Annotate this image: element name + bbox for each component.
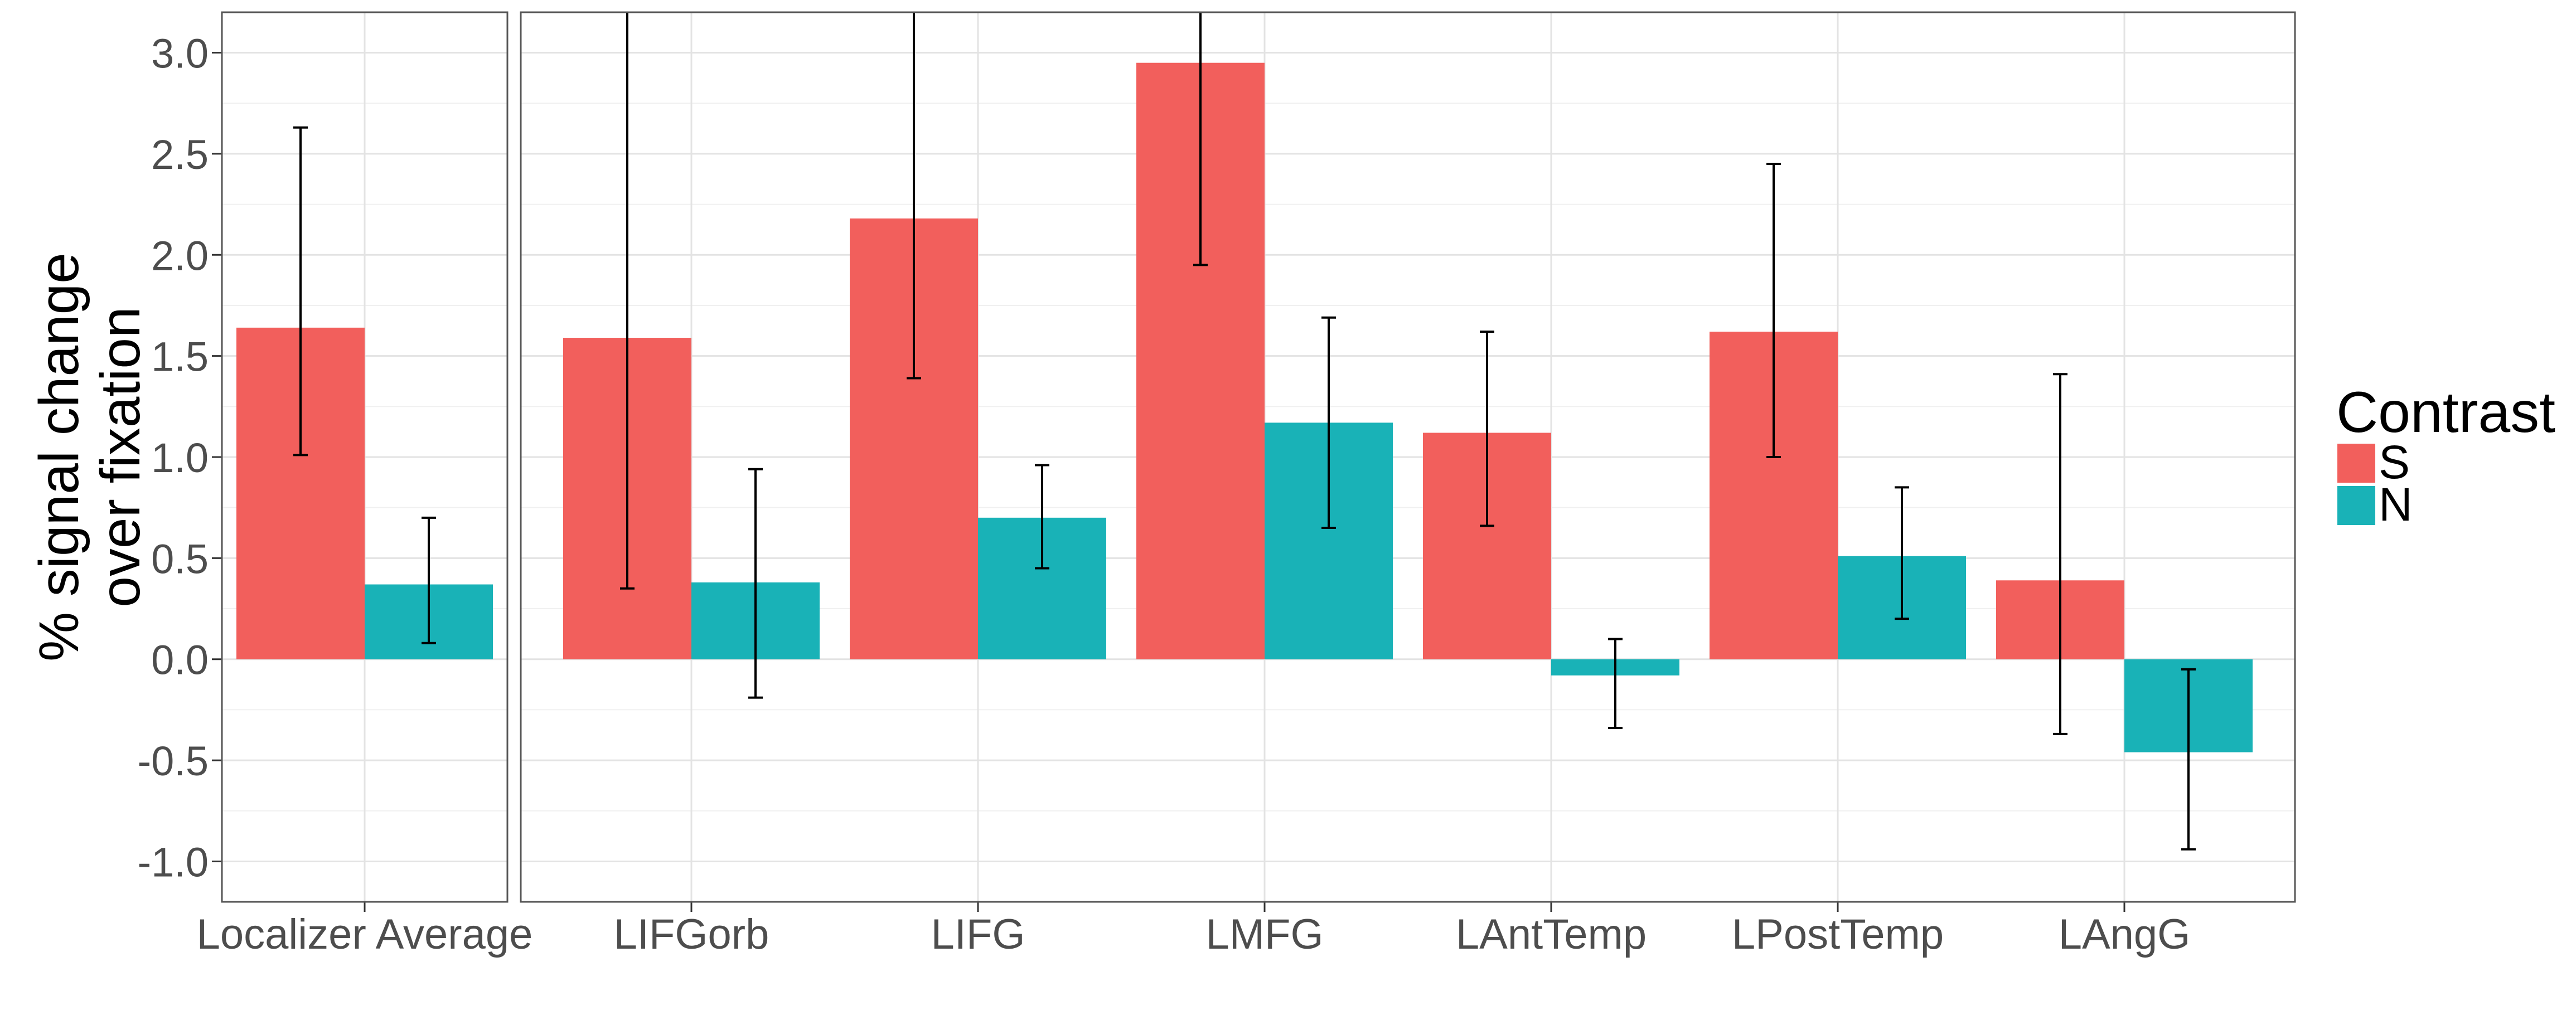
y-tick-label: 2.0: [151, 232, 209, 279]
y-tick-label: 2.5: [151, 132, 209, 178]
panel: Localizer Average: [197, 11, 533, 958]
error-bar-N: [1895, 486, 1909, 620]
error-bar-S: [907, 12, 921, 380]
panels: Localizer Average LIFGorb LIFG LMFG LAntTemp…: [197, 11, 2296, 958]
error-bar-N: [748, 468, 763, 699]
x-tick-label: LIFG: [931, 911, 1025, 958]
error-bar-N: [422, 516, 436, 644]
error-bar-N: [2181, 668, 2196, 851]
legend-title: Contrast: [2336, 380, 2555, 445]
x-tick-label: LAngG: [2059, 911, 2191, 958]
error-bar-S: [620, 12, 635, 590]
y-tick-label: -1.0: [137, 839, 209, 885]
y-tick-label: 3.0: [151, 31, 209, 77]
x-tick-label: LPostTemp: [1732, 911, 1944, 958]
y-axis-title-line: over fixation: [89, 307, 152, 607]
error-bar-N: [1321, 316, 1336, 529]
panel-border: [221, 11, 509, 903]
panel: LIFGorb LIFG LMFG LAntTemp LPostTemp LAngG: [520, 11, 2296, 958]
legend-label-S: S: [2379, 436, 2410, 488]
x-tick-label: LMFG: [1205, 911, 1323, 958]
y-tick-label: -0.5: [137, 738, 209, 784]
legend-key-S: [2337, 444, 2375, 483]
panel-border: [520, 11, 2296, 903]
error-bar-N: [1035, 464, 1049, 570]
plot-area: [236, 126, 493, 659]
error-bar-S: [2053, 373, 2067, 735]
y-axis-title-line: % signal change: [28, 252, 90, 662]
x-tick-label: Localizer Average: [197, 911, 533, 958]
legend-label-N: N: [2379, 478, 2413, 531]
error-bar-S: [1766, 163, 1781, 458]
error-bar-S: [1193, 12, 1208, 266]
y-tick-label: 0.0: [151, 637, 209, 683]
x-tick-label: LIFGorb: [614, 911, 769, 958]
error-bar-N: [1608, 638, 1623, 730]
y-tick-label: 0.5: [151, 536, 209, 582]
y-tick-label: 1.0: [151, 435, 209, 481]
y-tick-label: 1.5: [151, 334, 209, 380]
error-bar-S: [1480, 331, 1494, 527]
legend-key-N: [2337, 486, 2375, 525]
y-axis-ticks: -1.0 -0.5 0.0 0.5 1.0 1.5 2.0 2.5 3.0: [137, 31, 222, 885]
plot-area: [563, 12, 2253, 851]
error-bar-S: [293, 126, 308, 456]
x-tick-label: LAntTemp: [1456, 911, 1647, 958]
